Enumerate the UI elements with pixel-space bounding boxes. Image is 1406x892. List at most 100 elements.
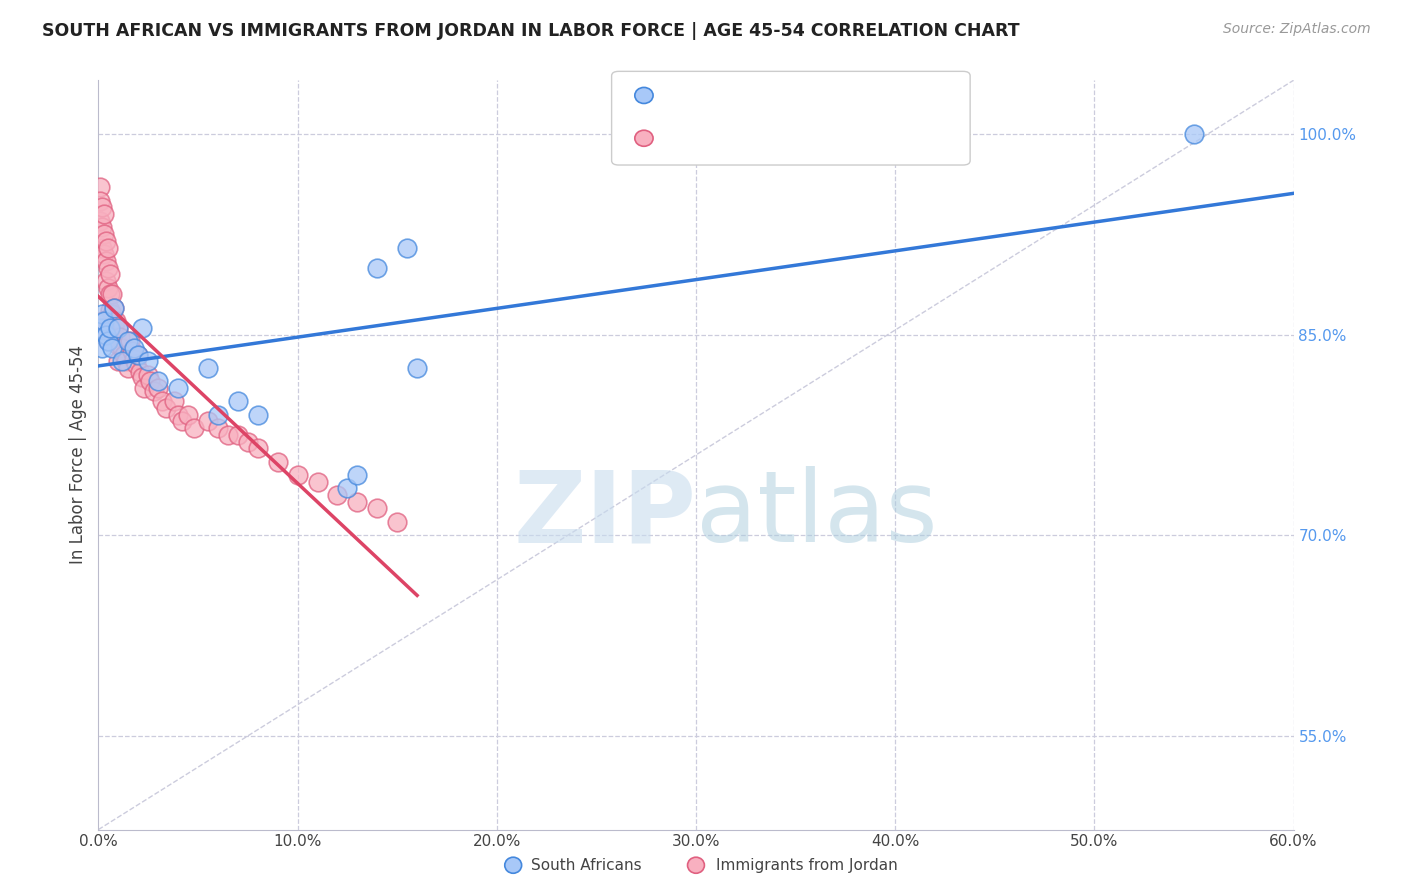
Point: [117, 334, 139, 349]
Point: [197, 361, 219, 376]
Point: [267, 455, 290, 469]
Point: [366, 501, 388, 516]
Point: [89, 214, 111, 228]
Point: [103, 301, 125, 315]
Point: [91, 341, 114, 355]
Point: [97, 334, 120, 349]
Point: [136, 368, 159, 382]
Point: [101, 287, 124, 301]
Point: [112, 348, 135, 362]
Point: [91, 308, 114, 322]
Point: [93, 314, 115, 328]
Point: [346, 495, 368, 509]
Text: R = 0.253   N = 71: R = 0.253 N = 71: [664, 129, 848, 147]
Point: [120, 334, 142, 349]
Point: [125, 357, 148, 371]
Point: [89, 321, 111, 335]
Point: [326, 488, 349, 502]
Point: [236, 434, 259, 449]
Point: [96, 253, 118, 268]
Point: [101, 308, 124, 322]
Point: [143, 384, 166, 398]
Text: South Africans: South Africans: [531, 858, 643, 872]
Point: [91, 314, 114, 328]
Point: [127, 348, 149, 362]
Point: [105, 330, 128, 344]
Point: [93, 207, 115, 221]
Point: [93, 247, 115, 261]
Point: [134, 381, 156, 395]
Point: [406, 361, 429, 376]
Text: Immigrants from Jordan: Immigrants from Jordan: [716, 858, 897, 872]
Point: [97, 241, 120, 255]
Point: [167, 408, 190, 422]
Point: [97, 334, 120, 349]
Point: [336, 482, 359, 496]
Point: [96, 327, 118, 342]
Text: R = 0.308   N = 27: R = 0.308 N = 27: [664, 87, 848, 104]
Point: [366, 260, 388, 275]
Text: SOUTH AFRICAN VS IMMIGRANTS FROM JORDAN IN LABOR FORCE | AGE 45-54 CORRELATION C: SOUTH AFRICAN VS IMMIGRANTS FROM JORDAN …: [42, 22, 1019, 40]
Point: [101, 341, 124, 355]
Y-axis label: In Labor Force | Age 45-54: In Labor Force | Age 45-54: [69, 345, 87, 565]
Point: [97, 260, 120, 275]
Point: [121, 343, 143, 358]
Point: [124, 341, 146, 355]
Point: [155, 401, 177, 416]
Point: [150, 394, 173, 409]
Point: [124, 351, 146, 366]
Point: [91, 220, 114, 235]
Point: [107, 321, 129, 335]
Point: [93, 227, 115, 241]
Point: [217, 428, 239, 442]
Point: [167, 381, 190, 395]
Point: [226, 394, 249, 409]
Point: [98, 287, 122, 301]
Point: [111, 341, 134, 355]
Point: [89, 180, 111, 194]
Point: [93, 321, 115, 335]
Point: [96, 274, 118, 288]
Point: [139, 375, 162, 389]
Point: [246, 408, 269, 422]
Point: [103, 301, 125, 315]
Point: [172, 414, 194, 428]
Point: [105, 314, 128, 328]
Point: [117, 361, 139, 376]
Point: [101, 321, 124, 335]
Point: [131, 321, 153, 335]
Point: [207, 421, 229, 435]
Point: [226, 428, 249, 442]
Point: [97, 280, 120, 294]
Point: [1182, 127, 1205, 141]
Point: [107, 338, 129, 352]
Point: [246, 442, 269, 455]
Point: [207, 408, 229, 422]
Point: [115, 354, 138, 368]
Point: [163, 394, 186, 409]
Point: [136, 354, 159, 368]
Point: [103, 317, 125, 331]
Point: [197, 414, 219, 428]
Point: [127, 348, 149, 362]
Point: [396, 241, 419, 255]
Point: [103, 334, 125, 349]
Point: [307, 475, 329, 489]
Point: [131, 370, 153, 384]
Point: [89, 194, 111, 208]
Point: [91, 241, 114, 255]
Point: [98, 321, 122, 335]
Text: ZIP: ZIP: [513, 467, 696, 564]
Point: [385, 515, 409, 529]
Point: [96, 327, 118, 342]
Point: [148, 375, 170, 389]
Point: [98, 268, 122, 282]
Point: [287, 468, 309, 483]
Text: Source: ZipAtlas.com: Source: ZipAtlas.com: [1223, 22, 1371, 37]
Point: [98, 303, 122, 318]
Point: [91, 201, 114, 215]
Point: [107, 321, 129, 335]
Point: [177, 408, 200, 422]
Point: [110, 330, 132, 344]
Point: [346, 468, 368, 483]
